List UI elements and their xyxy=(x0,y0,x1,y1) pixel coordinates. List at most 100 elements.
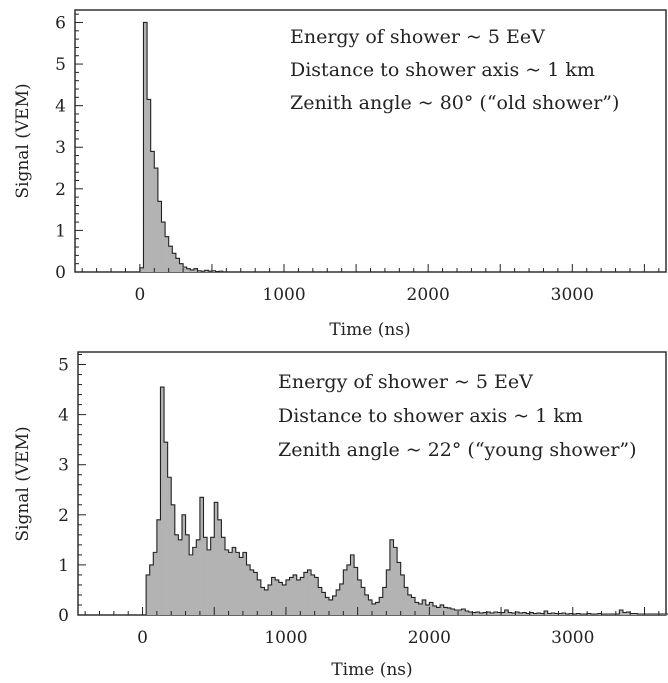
bottom-histogram-bin xyxy=(468,611,473,615)
bottom-histogram-bin xyxy=(386,569,391,615)
top-histogram-bin xyxy=(157,201,162,272)
bottom-histogram-bin xyxy=(242,552,247,615)
bottom-histogram-bin xyxy=(554,613,559,615)
bottom-histogram-bin xyxy=(217,519,222,615)
bottom-histogram-bin xyxy=(171,504,176,615)
bottom-histogram-bin xyxy=(501,612,505,615)
bottom-histogram-bin xyxy=(454,609,459,615)
bottom-histogram-bin xyxy=(597,613,602,615)
top-y-tick-label: 0 xyxy=(55,263,66,283)
bottom-histogram-outline xyxy=(145,386,668,615)
bottom-histogram-bin xyxy=(415,602,419,615)
top-y-tick-label: 2 xyxy=(55,180,66,200)
bottom-histogram-bin xyxy=(551,612,556,615)
bottom-histogram-bin xyxy=(325,597,330,615)
bottom-histogram-bin xyxy=(479,612,484,615)
bottom-y-tick-label: 1 xyxy=(58,556,69,576)
bottom-histogram-bin xyxy=(440,604,445,615)
bottom-histogram-bin xyxy=(207,549,211,615)
bottom-x-tick-label: 1000 xyxy=(264,628,307,648)
bottom-histogram-bin xyxy=(296,579,301,615)
top-histogram-bin xyxy=(211,270,216,272)
bottom-histogram-bin xyxy=(264,589,269,615)
bottom-histogram-bin xyxy=(221,537,226,615)
bottom-histogram-bin xyxy=(300,577,305,615)
bottom-histogram-bin xyxy=(622,612,627,615)
bottom-histogram-bin xyxy=(630,613,635,615)
bottom-histogram-bin xyxy=(268,584,272,615)
bottom-histogram-bin xyxy=(400,574,405,615)
bottom-histogram-bin xyxy=(354,567,358,615)
bottom-histogram-bin xyxy=(314,577,319,615)
top-histogram-bin xyxy=(179,263,184,272)
bottom-histogram-bin xyxy=(569,613,574,615)
bottom-histogram-bin xyxy=(511,612,516,615)
top-histogram-bin xyxy=(175,258,180,272)
bottom-histogram-bin xyxy=(465,610,470,615)
bottom-histogram-bin xyxy=(522,612,527,615)
top-y-tick-label: 4 xyxy=(55,97,66,117)
bottom-histogram-bin xyxy=(379,597,384,615)
bottom-histogram-bin xyxy=(547,613,552,615)
bottom-histogram-bin xyxy=(357,579,362,615)
bottom-histogram-bin xyxy=(239,557,244,615)
top-x-axis-label: Time (ns) xyxy=(329,320,410,340)
bottom-histogram-bin xyxy=(519,612,523,615)
bottom-annotation-distance: Distance to shower axis ~ 1 km xyxy=(278,405,583,427)
bottom-y-ticks: 0 1 2 3 4 5 xyxy=(58,354,86,626)
bottom-histogram-bin xyxy=(540,613,545,615)
bottom-histogram-bin xyxy=(375,602,380,615)
top-y-tick-label: 3 xyxy=(55,138,66,158)
bottom-y-tick-label: 2 xyxy=(58,506,69,526)
bottom-histogram-bin xyxy=(529,612,534,615)
bottom-histogram-bin xyxy=(199,497,204,615)
bottom-histogram-bin xyxy=(425,604,430,615)
bottom-histogram-bin xyxy=(368,599,373,615)
bottom-histogram-bin xyxy=(461,608,466,615)
bottom-histogram-bin xyxy=(293,574,298,615)
bottom-histogram-bin xyxy=(181,514,186,615)
top-y-axis-label: Signal (VEM) xyxy=(13,83,33,198)
top-annotation-zenith: Zenith angle ~ 80° (“old shower”) xyxy=(290,92,619,114)
bottom-histogram-bin xyxy=(289,577,294,615)
bottom-histogram-bin xyxy=(235,552,240,615)
bottom-histogram-bin xyxy=(361,587,366,615)
top-histogram-bin xyxy=(193,268,198,272)
bottom-histogram-bin xyxy=(558,613,563,615)
bottom-histogram-bin xyxy=(253,572,258,615)
bottom-histogram xyxy=(145,386,668,615)
bottom-histogram-bin xyxy=(526,613,531,615)
bottom-histogram-bin xyxy=(450,608,455,615)
bottom-y-tick-label: 4 xyxy=(58,406,69,426)
bottom-histogram-bin xyxy=(307,569,312,615)
bottom-x-tick-label: 2000 xyxy=(408,628,451,648)
bottom-histogram-bin xyxy=(228,552,233,615)
top-histogram-bin xyxy=(139,267,144,272)
bottom-histogram-bin xyxy=(397,562,401,615)
bottom-y-tick-label: 3 xyxy=(58,456,69,476)
bottom-histogram-bin xyxy=(372,603,376,615)
bottom-histogram-bin xyxy=(321,592,326,615)
bottom-y-tick-label: 0 xyxy=(58,606,69,626)
bottom-histogram-bin xyxy=(332,595,337,615)
bottom-histogram-bin xyxy=(271,577,276,615)
bottom-histogram-bin xyxy=(260,587,265,615)
bottom-histogram-bin xyxy=(232,547,237,615)
bottom-histogram-bin xyxy=(544,610,548,615)
bottom-histogram-bin xyxy=(562,612,566,615)
top-histogram-bin xyxy=(168,246,173,272)
top-x-tick-label: 1000 xyxy=(262,285,305,305)
bottom-histogram-bin xyxy=(346,564,351,615)
bottom-annotation-energy: Energy of shower ~ 5 EeV xyxy=(278,371,533,393)
bottom-histogram-bin xyxy=(508,612,513,615)
bottom-histogram-bin xyxy=(504,609,509,615)
bottom-histogram-bin xyxy=(626,611,631,615)
bottom-histogram-bin xyxy=(189,554,194,615)
bottom-histogram-bin xyxy=(404,587,409,615)
top-histogram-bin xyxy=(197,270,202,272)
bottom-histogram-bin xyxy=(192,547,197,615)
bottom-histogram-bin xyxy=(633,613,638,615)
top-histogram-bin xyxy=(154,168,159,272)
top-histogram xyxy=(139,21,224,273)
